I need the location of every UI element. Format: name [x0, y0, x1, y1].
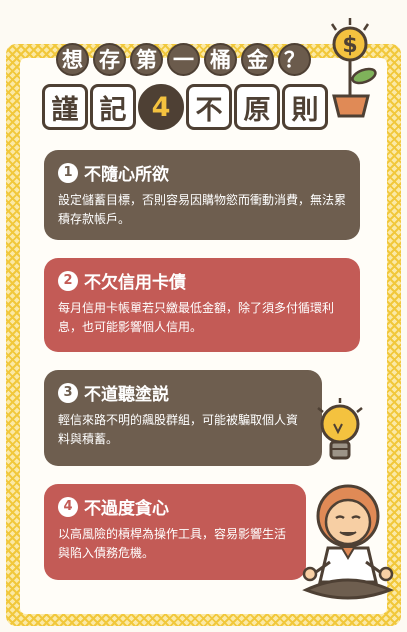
title-number: 4	[138, 84, 184, 130]
rule-description: 以高風險的槓桿為操作工具，容易影響生活與陷入債務危機。	[58, 527, 287, 560]
rule-title: 不道聽塗説	[84, 385, 169, 405]
rule-title: 不過度貪心	[84, 499, 169, 519]
meditating-person-illustration	[302, 484, 394, 600]
light-bulb-icon	[317, 398, 363, 460]
rule-card-3: 3 不道聽塗説 輕信來路不明的飆股群組，可能被騙取個人資料與積蓄。	[44, 370, 322, 466]
rule-number: 3	[58, 382, 78, 403]
title-char: 桶	[204, 42, 237, 76]
rule-card-2: 2 不欠信用卡債 每月信用卡帳單若只繳最低金額，除了須多付循環利息，也可能影響個…	[44, 258, 360, 352]
title-line-2: 謹 記 4 不 原 則	[42, 84, 342, 130]
rule-number: 2	[58, 270, 78, 291]
rule-title: 不隨心所欲	[84, 165, 169, 185]
title-char: 原	[234, 84, 280, 130]
rule-number: 4	[58, 496, 78, 517]
title-char: 記	[90, 84, 136, 130]
rule-title: 不欠信用卡債	[84, 273, 186, 293]
title-char: 不	[186, 84, 232, 130]
title-char: 第	[130, 42, 163, 76]
title-line-1: 想 存 第 一 桶 金 ？	[56, 38, 326, 80]
title-char: 謹	[42, 84, 88, 130]
rule-card-1: 1 不隨心所欲 設定儲蓄目標，否則容易因購物慾而衝動消費，無法累積存款帳戶。	[44, 150, 360, 240]
rule-card-4: 4 不過度貪心 以高風險的槓桿為操作工具，容易影響生活與陷入債務危機。	[44, 484, 306, 580]
title-char: 存	[93, 42, 126, 76]
title-char: 則	[282, 84, 328, 130]
rule-description: 每月信用卡帳單若只繳最低金額，除了須多付循環利息，也可能影響個人信用。	[58, 301, 335, 334]
title-char: 一	[167, 42, 200, 76]
title-char: 想	[56, 42, 89, 76]
rule-description: 輕信來路不明的飆股群組，可能被騙取個人資料與積蓄。	[58, 413, 299, 446]
money-plant-icon: $	[330, 18, 377, 118]
title-char: 金	[241, 42, 274, 76]
title-char: ？	[278, 42, 311, 76]
svg-text:$: $	[342, 33, 357, 58]
rule-number: 1	[58, 162, 78, 183]
rule-description: 設定儲蓄目標，否則容易因購物慾而衝動消費，無法累積存款帳戶。	[58, 193, 347, 226]
